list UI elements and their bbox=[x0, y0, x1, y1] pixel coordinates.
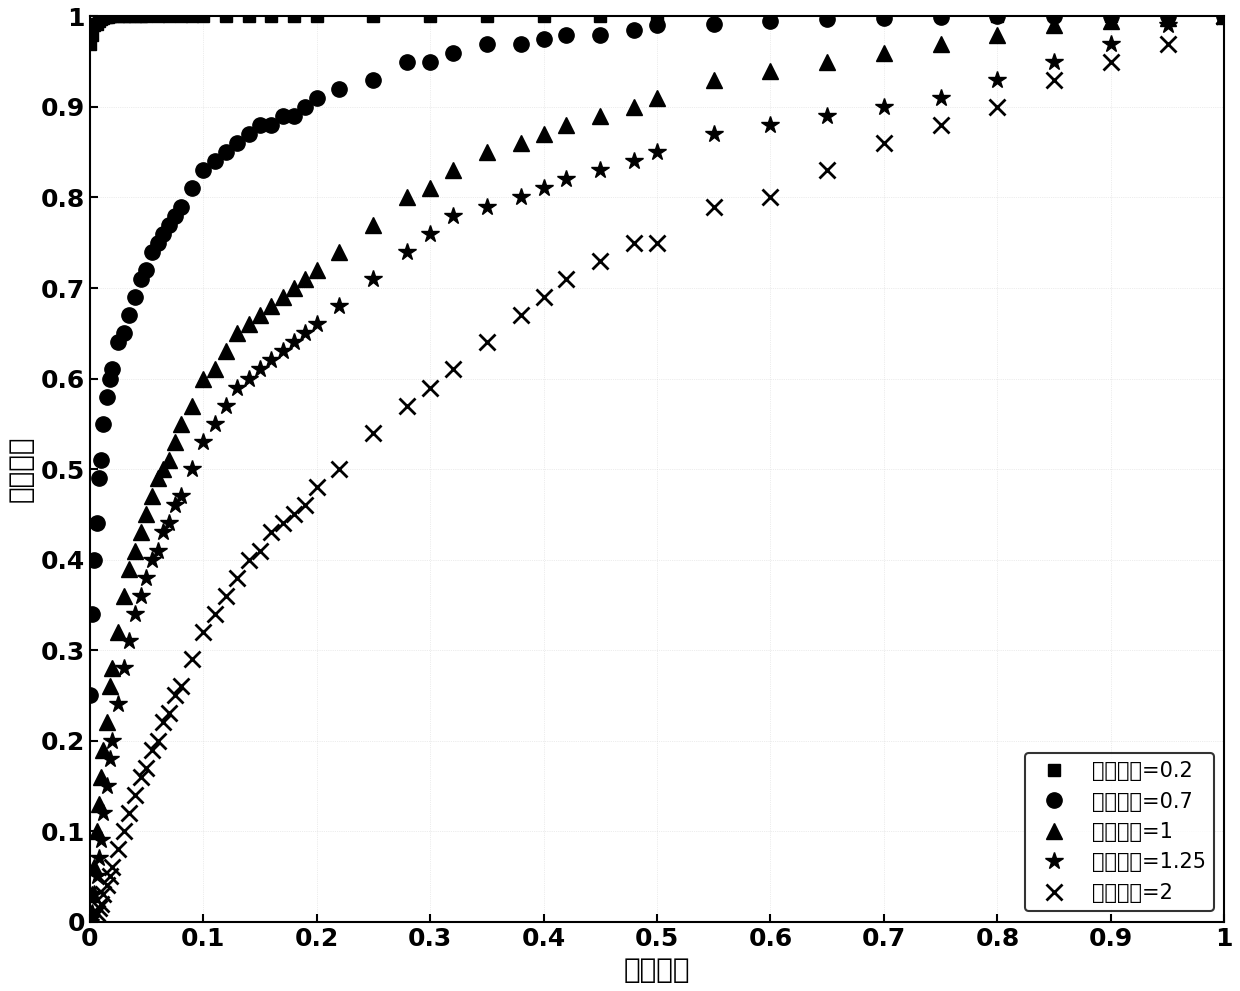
不确定度=0.7 bbox=[84, 607, 99, 619]
不确定度=0.2 bbox=[480, 11, 495, 23]
不确定度=0.2 bbox=[174, 11, 188, 23]
Line: 不确定度=1: 不确定度=1 bbox=[82, 9, 1233, 930]
不确定度=0.7 bbox=[286, 110, 301, 122]
不确定度=0.2 bbox=[94, 13, 109, 25]
不确定度=0.7 bbox=[167, 210, 182, 222]
不确定度=0.2 bbox=[366, 11, 381, 23]
不确定度=0.2 bbox=[82, 38, 97, 50]
不确定度=0.2 bbox=[423, 11, 438, 23]
不确定度=1.25 bbox=[286, 336, 301, 348]
不确定度=0.2 bbox=[89, 18, 104, 30]
不确定度=0.2 bbox=[128, 11, 143, 23]
不确定度=0.7 bbox=[82, 690, 97, 702]
Line: 不确定度=0.2: 不确定度=0.2 bbox=[83, 10, 1230, 50]
不确定度=0.2 bbox=[990, 11, 1004, 23]
不确定度=0.2 bbox=[763, 11, 777, 23]
不确定度=1 bbox=[82, 916, 97, 928]
Line: 不确定度=0.7: 不确定度=0.7 bbox=[82, 9, 1233, 703]
Legend: 不确定度=0.2, 不确定度=0.7, 不确定度=1, 不确定度=1.25, 不确定度=2: 不确定度=0.2, 不确定度=0.7, 不确定度=1, 不确定度=1.25, 不… bbox=[1025, 753, 1214, 911]
不确定度=0.2 bbox=[241, 11, 255, 23]
不确定度=1 bbox=[1216, 11, 1231, 23]
不确定度=1.25 bbox=[332, 300, 347, 312]
不确定度=1.25 bbox=[559, 173, 574, 185]
Line: 不确定度=1.25: 不确定度=1.25 bbox=[81, 7, 1234, 931]
不确定度=0.2 bbox=[309, 11, 324, 23]
不确定度=0.2 bbox=[95, 12, 110, 24]
不确定度=0.2 bbox=[185, 11, 200, 23]
不确定度=2 bbox=[401, 399, 415, 411]
不确定度=2 bbox=[559, 273, 574, 284]
不确定度=2 bbox=[1216, 11, 1231, 23]
不确定度=1 bbox=[559, 119, 574, 131]
不确定度=0.2 bbox=[196, 11, 211, 23]
不确定度=0.2 bbox=[117, 11, 131, 23]
不确定度=0.2 bbox=[139, 11, 154, 23]
不确定度=1 bbox=[401, 191, 415, 203]
不确定度=0.2 bbox=[100, 12, 115, 24]
不确定度=0.2 bbox=[103, 11, 118, 23]
不确定度=0.7 bbox=[1216, 11, 1231, 23]
Y-axis label: 检测概率: 检测概率 bbox=[7, 436, 35, 502]
不确定度=0.2 bbox=[105, 11, 120, 23]
不确定度=0.2 bbox=[650, 11, 665, 23]
不确定度=0.7 bbox=[401, 55, 415, 67]
不确定度=2 bbox=[286, 508, 301, 520]
不确定度=0.2 bbox=[122, 11, 136, 23]
不确定度=0.2 bbox=[110, 11, 125, 23]
不确定度=2 bbox=[167, 690, 182, 702]
不确定度=2 bbox=[84, 916, 99, 928]
不确定度=0.2 bbox=[150, 11, 165, 23]
不确定度=1.25 bbox=[82, 916, 97, 928]
不确定度=0.2 bbox=[84, 29, 99, 41]
Line: 不确定度=2: 不确定度=2 bbox=[82, 9, 1233, 930]
不确定度=1.25 bbox=[401, 246, 415, 258]
不确定度=1.25 bbox=[167, 499, 182, 511]
不确定度=0.2 bbox=[877, 11, 892, 23]
不确定度=0.2 bbox=[161, 11, 176, 23]
不确定度=1 bbox=[84, 889, 99, 901]
不确定度=0.7 bbox=[559, 29, 574, 41]
不确定度=2 bbox=[82, 916, 97, 928]
不确定度=0.2 bbox=[92, 15, 107, 27]
不确定度=0.2 bbox=[98, 12, 113, 24]
不确定度=2 bbox=[332, 463, 347, 475]
不确定度=1 bbox=[332, 246, 347, 258]
不确定度=1 bbox=[167, 436, 182, 448]
不确定度=0.7 bbox=[332, 83, 347, 95]
不确定度=0.2 bbox=[1216, 11, 1231, 23]
不确定度=1.25 bbox=[84, 907, 99, 919]
不确定度=0.7 bbox=[990, 11, 1004, 23]
不确定度=0.2 bbox=[286, 11, 301, 23]
不确定度=0.2 bbox=[87, 20, 102, 32]
不确定度=0.2 bbox=[218, 11, 233, 23]
不确定度=0.2 bbox=[536, 11, 551, 23]
不确定度=0.2 bbox=[264, 11, 279, 23]
不确定度=1 bbox=[286, 282, 301, 294]
不确定度=0.2 bbox=[134, 11, 149, 23]
不确定度=1.25 bbox=[1216, 11, 1231, 23]
不确定度=0.2 bbox=[1104, 11, 1118, 23]
不确定度=0.2 bbox=[593, 11, 608, 23]
X-axis label: 虚警概率: 虚警概率 bbox=[624, 956, 691, 984]
